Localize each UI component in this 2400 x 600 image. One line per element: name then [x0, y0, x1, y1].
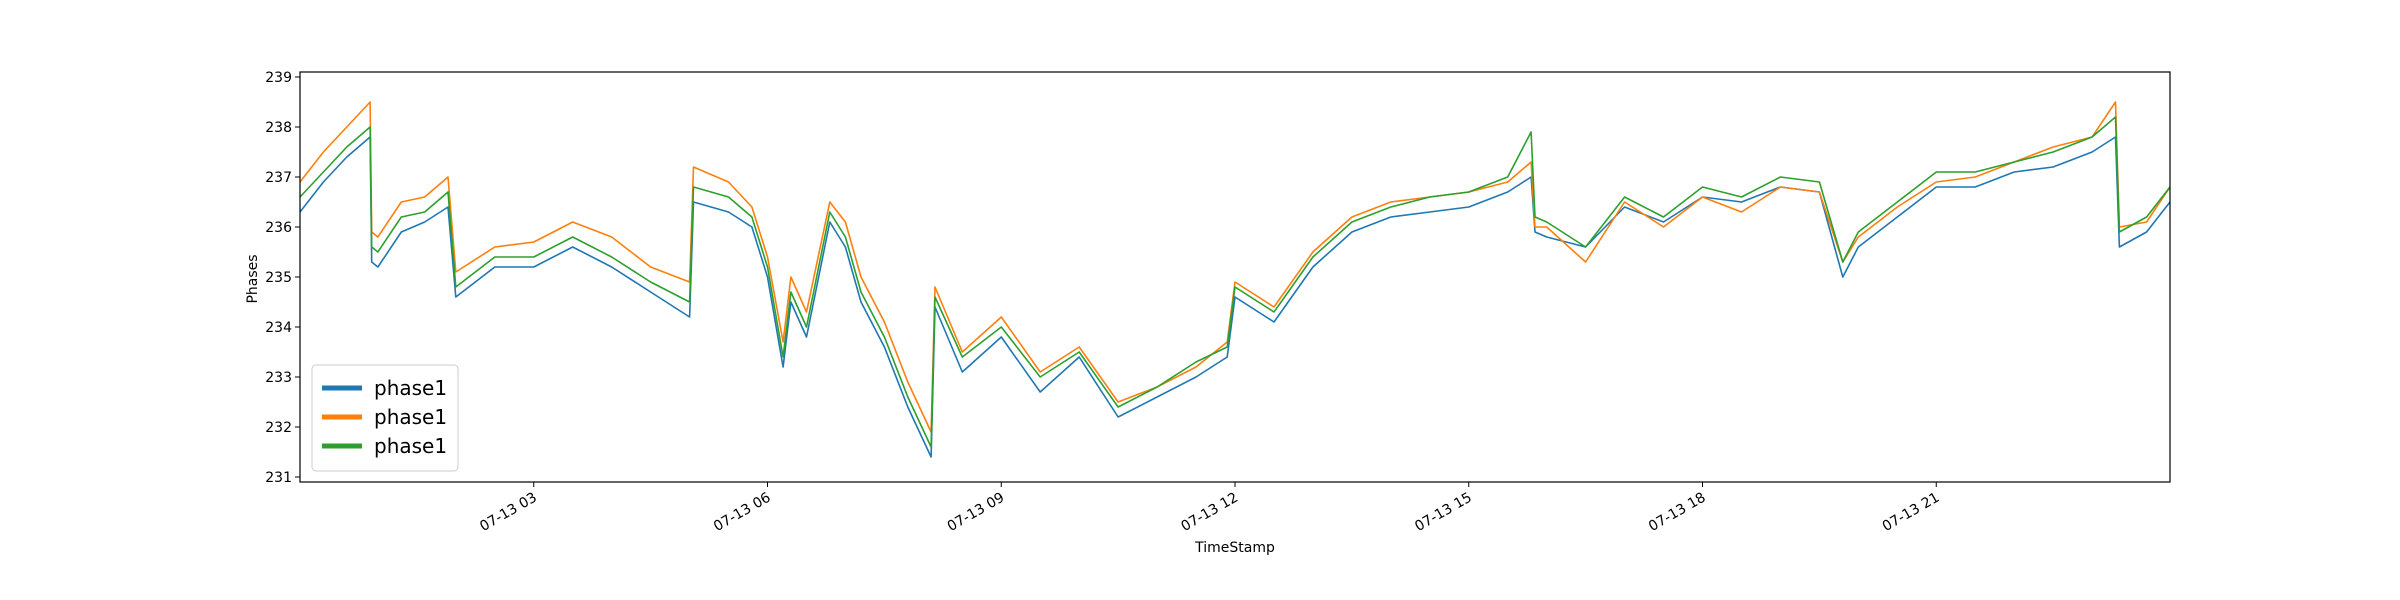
x-tick-label: 07-13 15: [1412, 490, 1475, 535]
x-axis-label: TimeStamp: [1194, 540, 1275, 556]
x-axis: 07-13 03 07-13 06 07-13 09 07-13 12 07-13 15…: [477, 482, 1942, 535]
y-tick-label: 232: [265, 420, 292, 436]
y-tick-label: 238: [265, 120, 292, 136]
y-tick-label: 236: [265, 220, 292, 236]
plot-area-frame: [299, 71, 2171, 483]
y-axis-label: Phases: [245, 254, 261, 303]
y-tick-label: 233: [265, 370, 292, 386]
x-tick-label: 07-13 03: [477, 490, 540, 535]
legend: phase1 phase1 phase1: [311, 364, 459, 472]
legend-label: phase1: [374, 434, 447, 458]
x-tick-label: 07-13 12: [1178, 490, 1241, 535]
y-tick-label: 239: [265, 70, 292, 86]
y-tick-label: 234: [265, 320, 292, 336]
series-line-3: [299, 116, 2171, 448]
series-line-1: [299, 136, 2171, 458]
legend-label: phase1: [374, 405, 447, 429]
x-tick-label: 07-13 18: [1646, 490, 1709, 535]
y-tick-label: 235: [265, 270, 292, 286]
series-layer: [299, 101, 2171, 458]
y-tick-label: 231: [265, 470, 292, 486]
x-tick-label: 07-13 09: [945, 490, 1008, 535]
y-axis: 231 232 233 234 235 236 237 238 239: [265, 70, 300, 486]
legend-label: phase1: [374, 376, 447, 400]
y-tick-label: 237: [265, 170, 292, 186]
series-line-2: [299, 101, 2171, 433]
x-tick-label: 07-13 06: [711, 490, 774, 535]
x-tick-label: 07-13 21: [1880, 490, 1943, 535]
